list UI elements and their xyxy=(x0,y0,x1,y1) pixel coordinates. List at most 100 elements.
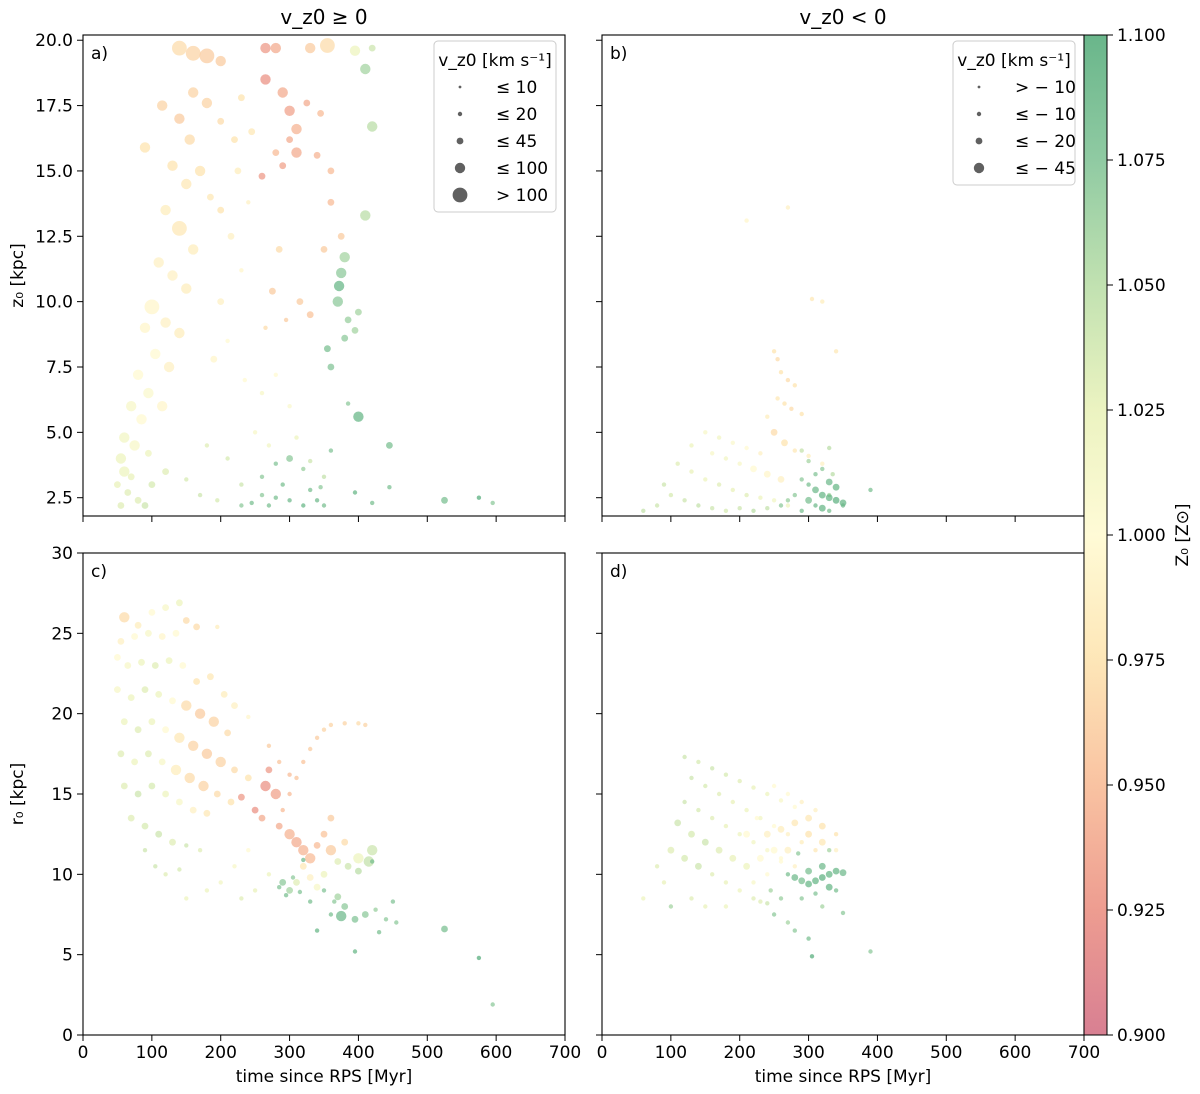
data-point xyxy=(207,673,214,681)
data-point xyxy=(490,500,495,506)
data-point xyxy=(162,604,170,611)
data-point xyxy=(184,477,189,482)
data-point xyxy=(162,726,170,734)
data-point xyxy=(799,799,804,805)
data-point xyxy=(805,814,812,822)
data-point xyxy=(703,430,708,435)
data-point xyxy=(668,492,674,498)
axes-frame xyxy=(601,552,1085,1036)
data-point xyxy=(139,142,151,153)
data-point xyxy=(723,880,729,885)
data-point xyxy=(751,785,756,790)
x-tick-label: 700 xyxy=(1068,1043,1100,1063)
data-point xyxy=(317,110,324,117)
data-point xyxy=(134,621,142,629)
data-point xyxy=(833,832,839,837)
scatter-points xyxy=(641,205,873,513)
data-point xyxy=(792,492,797,498)
data-point xyxy=(242,377,247,383)
data-point xyxy=(376,930,382,935)
data-point xyxy=(208,716,219,727)
data-point xyxy=(641,896,646,901)
data-point xyxy=(771,498,777,503)
legend-entry: > 100 xyxy=(496,186,548,206)
column-title-left: v_z0 ≥ 0 xyxy=(280,5,367,29)
data-point xyxy=(114,686,121,693)
data-point xyxy=(771,912,777,917)
data-point xyxy=(716,791,722,797)
data-point xyxy=(806,482,811,487)
y-tick-label: 12.5 xyxy=(35,227,73,247)
data-point xyxy=(334,893,342,901)
data-point xyxy=(294,435,299,440)
data-point xyxy=(184,772,195,784)
data-point xyxy=(806,936,811,941)
data-point xyxy=(641,508,646,513)
data-point xyxy=(825,494,833,502)
data-point xyxy=(284,829,295,840)
data-point xyxy=(127,473,135,481)
axes-frame xyxy=(82,552,566,1036)
data-point xyxy=(351,915,359,923)
data-point xyxy=(730,487,735,493)
data-point xyxy=(318,485,323,490)
data-point xyxy=(314,498,320,503)
data-point xyxy=(321,503,327,508)
data-point xyxy=(293,879,300,886)
data-point xyxy=(344,862,352,870)
data-point xyxy=(217,117,225,125)
data-point xyxy=(778,370,784,375)
data-point xyxy=(332,899,337,904)
scatter-points xyxy=(114,38,495,509)
data-point xyxy=(394,920,399,925)
data-point xyxy=(782,401,787,406)
data-point xyxy=(134,496,142,504)
data-point xyxy=(203,809,211,817)
data-point xyxy=(188,87,199,98)
data-point xyxy=(308,487,313,493)
data-point xyxy=(127,694,135,701)
data-point xyxy=(163,872,168,877)
data-point xyxy=(363,722,368,728)
data-point xyxy=(286,136,293,144)
data-point xyxy=(327,814,335,822)
x-tick-label: 300 xyxy=(273,1043,305,1063)
data-point xyxy=(758,495,763,500)
data-point xyxy=(703,783,708,789)
data-point xyxy=(827,848,832,853)
data-point xyxy=(778,896,784,901)
data-point xyxy=(695,862,702,870)
data-point xyxy=(124,489,132,496)
data-point xyxy=(792,383,797,388)
data-point xyxy=(258,172,266,180)
data-point xyxy=(356,721,361,726)
data-point xyxy=(328,722,334,728)
data-point xyxy=(696,759,701,765)
data-point xyxy=(345,401,351,406)
data-point xyxy=(248,128,256,136)
data-point xyxy=(287,791,292,797)
data-point xyxy=(172,40,187,56)
y-tick-label: 17.5 xyxy=(35,97,73,117)
data-point xyxy=(689,469,694,474)
data-point xyxy=(701,838,709,846)
colorbar: 0.900 0.925 0.950 0.975 1.000 1.025 1.050 1.075… xyxy=(1083,26,1193,1046)
data-point xyxy=(204,888,210,893)
scatter-points xyxy=(114,599,495,1007)
data-point xyxy=(184,896,189,901)
data-point xyxy=(153,864,158,869)
data-point xyxy=(771,783,777,789)
data-point xyxy=(840,910,846,916)
data-point xyxy=(160,317,171,328)
x-axis-label-left: time since RPS [Myr] xyxy=(236,1067,413,1087)
data-point xyxy=(763,830,771,838)
y-tick-label: 10.0 xyxy=(35,293,73,313)
data-point xyxy=(765,872,770,877)
data-point xyxy=(770,428,778,436)
data-point xyxy=(813,848,818,853)
data-point xyxy=(775,396,780,401)
data-point xyxy=(351,327,359,334)
data-point xyxy=(225,456,230,461)
data-point xyxy=(833,349,839,354)
